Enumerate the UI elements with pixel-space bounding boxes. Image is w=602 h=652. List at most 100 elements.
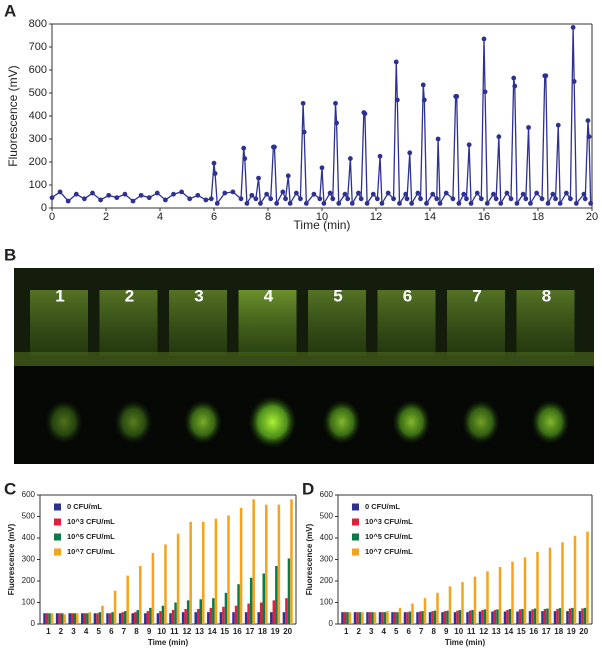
bar — [270, 612, 273, 624]
bar — [83, 613, 87, 624]
bar — [249, 577, 253, 624]
bar — [408, 611, 412, 624]
data-point — [582, 196, 588, 202]
bar — [366, 612, 369, 624]
x-tick-label: 6 — [211, 211, 217, 223]
data-point — [90, 190, 95, 196]
legend-label: 0 CFU/mL — [365, 502, 400, 511]
x-tick-label: 2 — [59, 627, 64, 636]
data-point — [298, 196, 303, 202]
data-point — [283, 196, 288, 202]
x-tick-label: 10 — [316, 211, 328, 223]
data-point — [504, 190, 510, 196]
data-point — [385, 190, 391, 196]
y-tick-label: 600 — [29, 64, 47, 76]
data-point — [208, 196, 214, 202]
bar — [207, 612, 210, 624]
bar — [43, 613, 46, 624]
data-point — [146, 195, 152, 201]
data-point — [285, 173, 291, 179]
x-tick-label: 9 — [444, 627, 449, 636]
y-tick-label: 500 — [320, 512, 334, 521]
x-tick-label: 10 — [157, 627, 166, 636]
x-tick-label: 3 — [369, 627, 374, 636]
x-tick-label: 8 — [432, 627, 437, 636]
bar — [68, 613, 71, 624]
data-point — [553, 196, 558, 202]
y-tick-label: 700 — [29, 41, 47, 53]
legend-label: 10^3 CFU/mL — [365, 517, 413, 526]
bar — [461, 582, 464, 624]
data-point — [568, 196, 573, 202]
bar — [458, 610, 462, 624]
bar — [478, 611, 482, 624]
x-tick-label: 12 — [182, 627, 191, 636]
data-point — [98, 197, 103, 203]
data-point — [563, 190, 569, 196]
data-point — [256, 175, 261, 181]
bar — [548, 547, 552, 624]
data-point — [443, 190, 449, 196]
data-point — [543, 73, 549, 79]
data-point — [570, 25, 576, 30]
bar — [45, 613, 49, 624]
bar — [136, 610, 140, 624]
legend-swatch — [54, 518, 61, 526]
data-point — [491, 191, 496, 197]
x-tick-label: 14 — [208, 627, 217, 636]
data-point — [370, 191, 376, 197]
data-point — [130, 198, 136, 204]
bar — [466, 612, 469, 624]
data-point — [242, 156, 248, 161]
data-point — [187, 196, 193, 202]
x-axis-title: Time (min) — [294, 218, 351, 232]
bar — [275, 565, 278, 624]
data-point — [374, 196, 380, 202]
bar — [55, 613, 59, 624]
data-point — [588, 201, 594, 206]
data-point — [403, 191, 409, 197]
bar — [358, 612, 362, 624]
x-tick-label: 2 — [103, 211, 109, 223]
bar — [70, 613, 74, 624]
data-point — [327, 190, 333, 196]
panel-label: D — [302, 479, 314, 498]
bar — [578, 611, 582, 624]
bar — [149, 607, 152, 624]
tube — [447, 290, 505, 356]
y-tick-label: 300 — [22, 555, 36, 564]
x-tick-label: 4 — [382, 627, 387, 636]
data-point — [466, 142, 472, 148]
data-point — [421, 97, 427, 103]
legend-label: 10^7 CFU/mL — [365, 547, 413, 556]
data-point — [523, 196, 529, 202]
x-tick-label: 1 — [46, 627, 51, 636]
legend-swatch — [352, 548, 359, 556]
bar — [176, 533, 180, 624]
bar — [194, 612, 197, 624]
bar — [189, 521, 192, 624]
bar — [234, 605, 238, 624]
x-tick-label: 11 — [170, 627, 179, 636]
data-point — [585, 118, 591, 123]
x-tick-label: 6 — [109, 627, 114, 636]
bar — [144, 613, 147, 624]
bar — [491, 611, 494, 624]
data-point — [550, 191, 556, 197]
bar — [443, 611, 447, 624]
legend-swatch — [352, 503, 359, 511]
bar — [448, 586, 452, 624]
bar — [227, 515, 230, 624]
legend-label: 0 CFU/mL — [67, 502, 102, 511]
data-point — [377, 153, 383, 159]
bar — [558, 608, 562, 624]
legend-swatch — [352, 518, 359, 526]
tube-glow — [531, 400, 570, 444]
tube-label: 8 — [542, 286, 551, 305]
data-point — [258, 201, 263, 206]
tube — [169, 290, 227, 356]
bar — [186, 600, 190, 624]
bar — [456, 610, 459, 624]
data-point — [362, 111, 368, 117]
data-point — [171, 191, 176, 197]
